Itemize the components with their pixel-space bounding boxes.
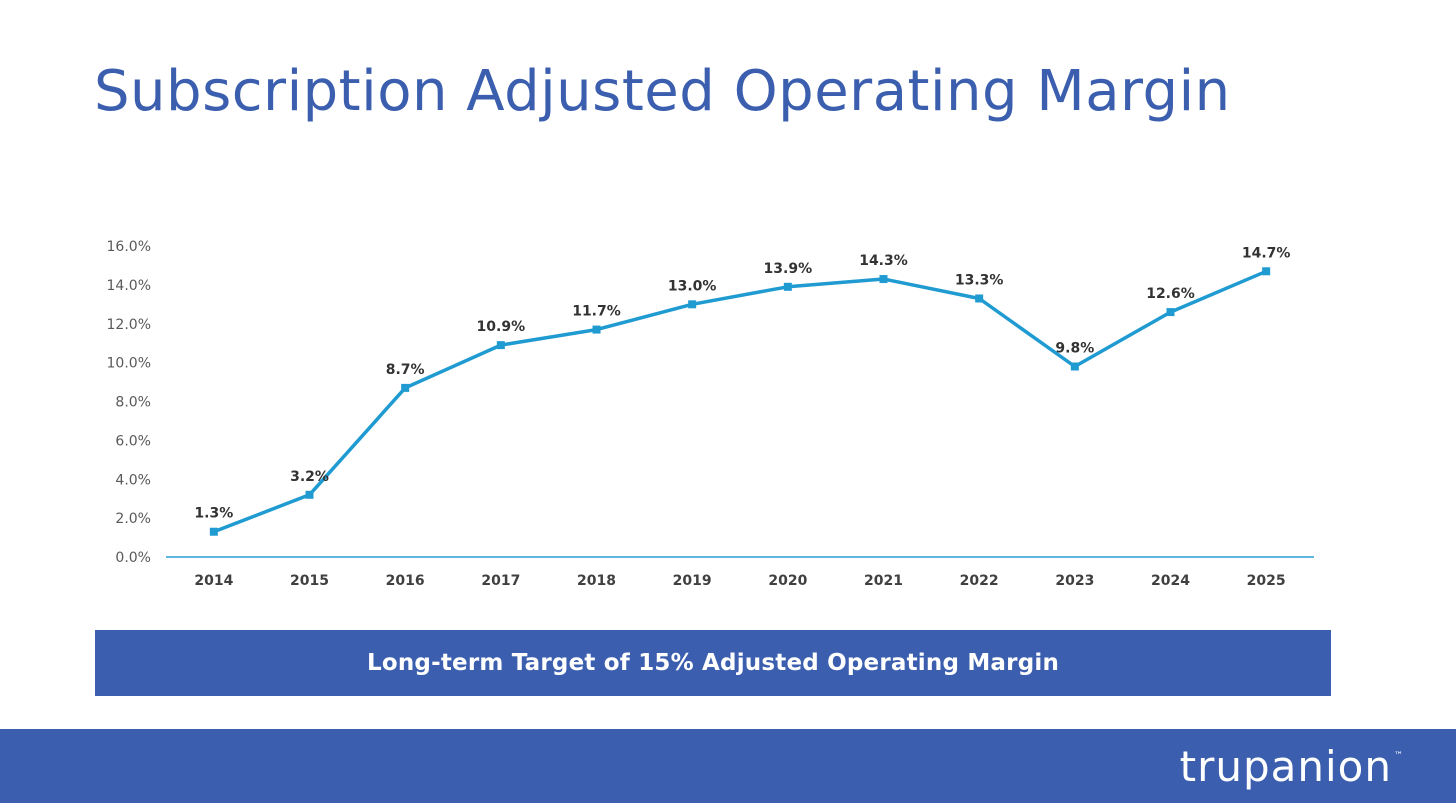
trupanion-logo: trupanion ™: [1180, 737, 1404, 795]
data-label: 14.3%: [859, 253, 908, 269]
data-point: [592, 325, 601, 334]
x-tick-label: 2019: [673, 573, 712, 589]
series-line: [213, 269, 1267, 534]
data-label: 3.2%: [290, 469, 329, 485]
x-tick-label: 2020: [768, 573, 807, 589]
y-tick-label: 12.0%: [107, 317, 151, 333]
data-label: 11.7%: [572, 304, 621, 320]
x-tick-label: 2014: [194, 573, 233, 589]
data-label: 1.3%: [194, 506, 233, 522]
logo-text: trupanion: [1179, 741, 1392, 791]
data-point: [209, 527, 218, 536]
data-label: 13.9%: [764, 261, 813, 277]
x-tick-label: 2023: [1055, 573, 1094, 589]
x-tick-label: 2015: [290, 573, 329, 589]
target-banner: Long-term Target of 15% Adjusted Operati…: [95, 630, 1331, 696]
data-label: 13.3%: [955, 272, 1004, 288]
data-label: 9.8%: [1055, 341, 1094, 357]
y-tick-label: 0.0%: [115, 550, 151, 566]
data-point: [1070, 362, 1079, 371]
data-point: [401, 383, 410, 392]
y-tick-label: 4.0%: [115, 472, 151, 488]
x-tick-label: 2024: [1151, 573, 1190, 589]
page-title: Subscription Adjusted Operating Margin: [94, 59, 1231, 124]
data-point: [305, 490, 314, 499]
y-tick-label: 14.0%: [107, 278, 151, 294]
footer-bar: trupanion ™: [0, 729, 1456, 803]
target-banner-text: Long-term Target of 15% Adjusted Operati…: [366, 650, 1060, 676]
data-point: [688, 300, 697, 309]
data-label: 10.9%: [477, 319, 526, 335]
x-tick-label: 2025: [1247, 573, 1286, 589]
x-tick-label: 2016: [386, 573, 425, 589]
line-chart: 0.0% 2.0% 4.0% 6.0% 8.0% 10.0% 12.0% 14.0% 16.0%…: [107, 239, 1314, 589]
y-tick-label: 6.0%: [115, 433, 151, 449]
data-point: [1262, 267, 1271, 276]
data-point: [496, 341, 505, 350]
data-point: [1166, 308, 1175, 317]
data-point: [975, 294, 984, 303]
data-label: 8.7%: [386, 362, 425, 378]
y-tick-label: 16.0%: [107, 239, 151, 255]
x-tick-label: 2021: [864, 573, 903, 589]
y-tick-label: 2.0%: [115, 511, 151, 527]
data-label: 12.6%: [1146, 286, 1195, 302]
y-tick-label: 10.0%: [107, 356, 151, 372]
x-tick-label: 2017: [481, 573, 520, 589]
x-tick-label: 2022: [960, 573, 999, 589]
x-tick-label: 2018: [577, 573, 616, 589]
logo-trademark: ™: [1394, 751, 1404, 761]
data-point: [879, 275, 888, 284]
data-label: 14.7%: [1242, 245, 1291, 261]
y-tick-label: 8.0%: [115, 395, 151, 411]
data-point: [783, 282, 792, 291]
data-label: 13.0%: [668, 278, 717, 294]
